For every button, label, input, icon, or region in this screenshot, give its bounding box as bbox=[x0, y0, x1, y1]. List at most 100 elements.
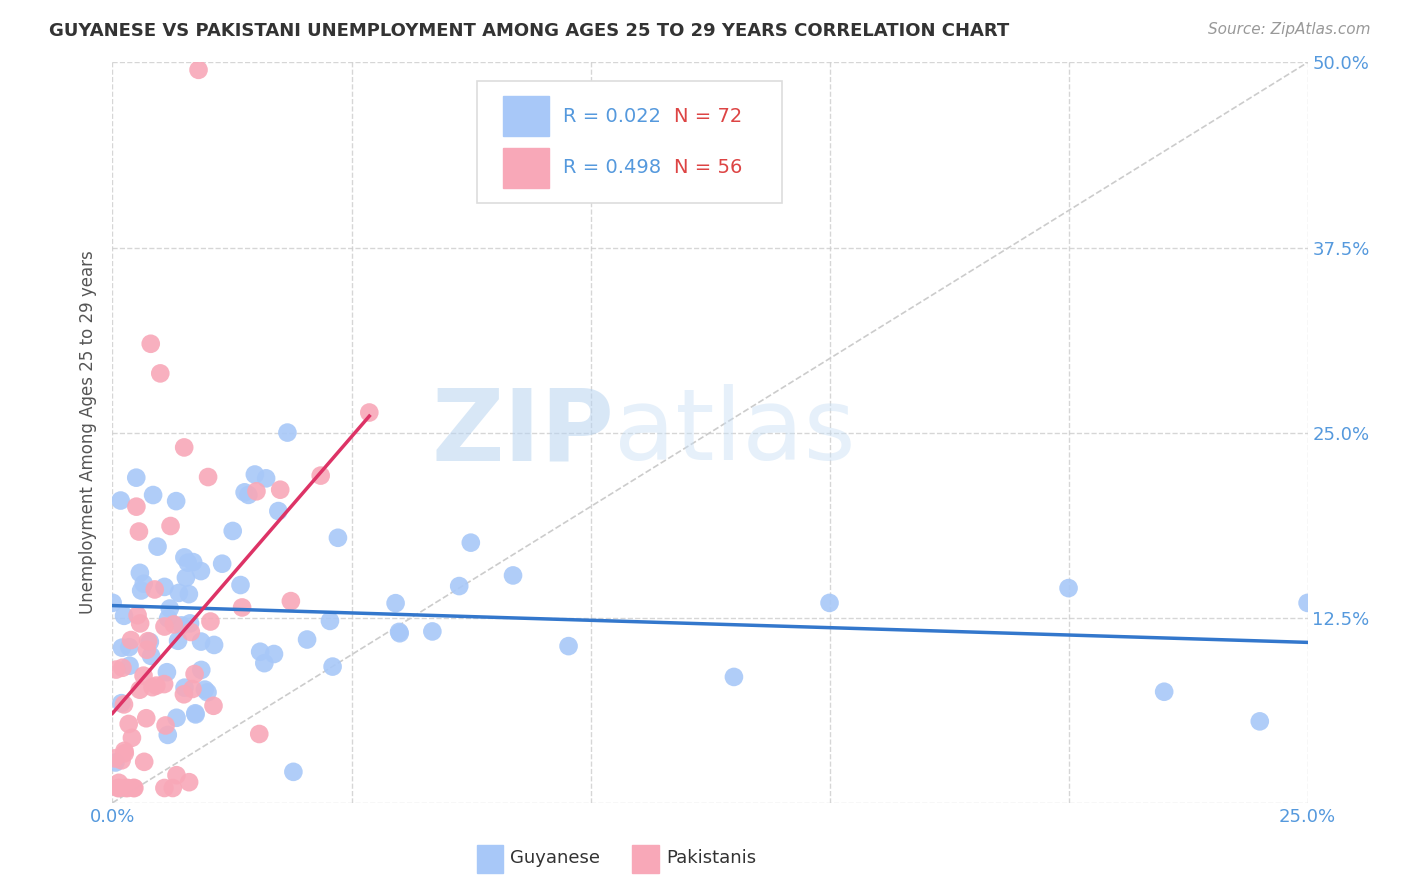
Point bbox=[125, 471, 148, 485]
Point bbox=[134, 755, 156, 769]
Point bbox=[183, 667, 205, 681]
Point bbox=[295, 632, 318, 647]
Point bbox=[211, 557, 233, 571]
Text: N = 72: N = 72 bbox=[675, 107, 742, 126]
Point bbox=[1153, 685, 1175, 699]
Point bbox=[388, 624, 411, 639]
Point bbox=[120, 633, 142, 648]
Point bbox=[557, 639, 579, 653]
Point bbox=[197, 685, 219, 699]
Point bbox=[135, 711, 157, 725]
Point bbox=[167, 586, 190, 600]
Point bbox=[263, 647, 285, 661]
Point bbox=[121, 731, 143, 745]
Point bbox=[280, 594, 302, 608]
Point bbox=[177, 587, 200, 601]
Point bbox=[276, 425, 298, 440]
Point bbox=[254, 471, 277, 485]
Point bbox=[269, 483, 291, 497]
Point bbox=[229, 578, 252, 592]
Point bbox=[156, 665, 179, 680]
Point bbox=[139, 648, 162, 663]
Point bbox=[162, 780, 184, 795]
Point bbox=[167, 633, 190, 648]
Point bbox=[184, 706, 207, 721]
Point bbox=[108, 780, 131, 795]
Point bbox=[179, 616, 201, 631]
Point bbox=[231, 600, 253, 615]
Bar bbox=[503, 95, 548, 136]
Point bbox=[118, 640, 141, 654]
Point bbox=[155, 718, 177, 732]
Text: GUYANESE VS PAKISTANI UNEMPLOYMENT AMONG AGES 25 TO 29 YEARS CORRELATION CHART: GUYANESE VS PAKISTANI UNEMPLOYMENT AMONG… bbox=[49, 22, 1010, 40]
Point bbox=[112, 698, 135, 712]
Point bbox=[184, 707, 207, 722]
Point bbox=[128, 524, 150, 539]
Point bbox=[157, 611, 180, 625]
Point bbox=[118, 717, 141, 731]
Point bbox=[177, 556, 200, 570]
Point bbox=[145, 679, 167, 693]
Point bbox=[128, 682, 150, 697]
Point bbox=[818, 596, 841, 610]
Point bbox=[422, 624, 444, 639]
Point bbox=[141, 680, 163, 694]
Point bbox=[142, 488, 165, 502]
Y-axis label: Unemployment Among Ages 25 to 29 years: Unemployment Among Ages 25 to 29 years bbox=[79, 251, 97, 615]
Point bbox=[107, 780, 129, 795]
Point bbox=[190, 564, 212, 578]
Point bbox=[170, 618, 193, 632]
Point bbox=[149, 367, 172, 381]
Point bbox=[127, 608, 149, 623]
Point bbox=[233, 485, 256, 500]
Point bbox=[309, 468, 332, 483]
Point bbox=[135, 642, 157, 657]
Point bbox=[267, 504, 290, 518]
Text: R = 0.498: R = 0.498 bbox=[562, 159, 661, 178]
Point bbox=[723, 670, 745, 684]
Point bbox=[110, 493, 132, 508]
Point bbox=[222, 524, 245, 538]
Point bbox=[449, 579, 471, 593]
Bar bbox=[477, 845, 503, 873]
Point bbox=[139, 635, 162, 649]
Point bbox=[197, 470, 219, 484]
Point bbox=[179, 775, 201, 789]
Point bbox=[460, 535, 482, 549]
Point bbox=[139, 336, 162, 351]
Point bbox=[502, 568, 524, 582]
FancyBboxPatch shape bbox=[477, 81, 782, 203]
Point bbox=[129, 583, 152, 598]
Point bbox=[112, 608, 135, 623]
Point bbox=[112, 744, 135, 758]
Point bbox=[104, 756, 127, 770]
Text: atlas: atlas bbox=[614, 384, 856, 481]
Point bbox=[173, 441, 195, 455]
Point bbox=[181, 681, 204, 696]
Point bbox=[143, 582, 166, 597]
Point bbox=[153, 580, 176, 594]
Point bbox=[326, 531, 349, 545]
Point bbox=[322, 659, 344, 673]
Point bbox=[153, 619, 176, 633]
Text: Source: ZipAtlas.com: Source: ZipAtlas.com bbox=[1208, 22, 1371, 37]
Point bbox=[180, 624, 202, 639]
Point bbox=[173, 681, 195, 695]
Point bbox=[125, 500, 148, 514]
Point bbox=[388, 626, 411, 640]
Point bbox=[173, 550, 195, 565]
Text: Pakistanis: Pakistanis bbox=[666, 849, 756, 867]
Point bbox=[132, 576, 155, 591]
Point bbox=[118, 658, 141, 673]
Point bbox=[253, 656, 276, 670]
Point bbox=[111, 661, 134, 675]
Point bbox=[187, 62, 209, 77]
Point bbox=[159, 601, 181, 615]
Point bbox=[202, 698, 225, 713]
Point bbox=[117, 780, 139, 795]
Point bbox=[153, 780, 176, 795]
Point bbox=[132, 668, 155, 682]
Point bbox=[108, 776, 131, 790]
Point bbox=[238, 488, 260, 502]
Point bbox=[153, 677, 176, 691]
